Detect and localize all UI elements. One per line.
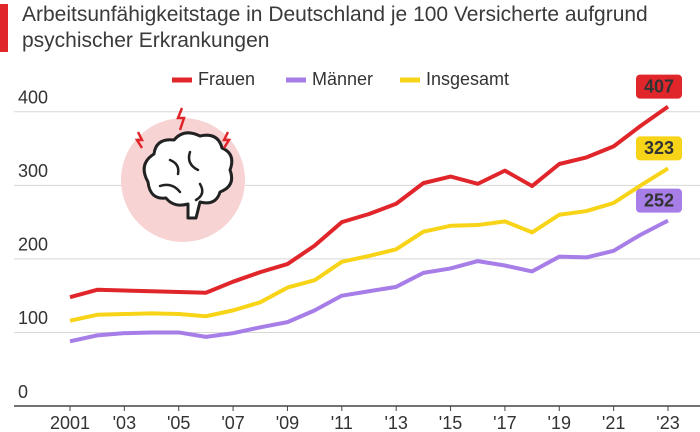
y-tick-label: 300 [18,161,48,181]
y-tick-label: 400 [18,88,48,108]
x-tick-label: '19 [548,413,571,432]
end-label: 323 [644,138,674,158]
x-tick-label: '11 [331,413,353,432]
chart-title: Arbeitsunfähigkeitstage in Deutschland j… [22,3,648,52]
x-tick-label: 2001 [50,413,90,432]
x-tick-label: '17 [493,413,516,432]
series-line [69,218,669,344]
x-tick-label: '07 [221,413,244,432]
legend-label: Männer [312,69,373,89]
series-line [69,104,670,300]
x-tick-label: '21 [602,413,625,432]
end-label-box [636,188,682,213]
end-label: 252 [644,190,674,210]
title-accent [0,4,8,52]
x-tick-label: '13 [384,413,407,432]
legend-label: Frauen [198,69,255,89]
end-label-box [636,74,682,99]
y-tick-label: 100 [18,308,48,328]
x-tick-label: '03 [113,413,136,432]
series-line [69,166,670,323]
y-tick-label: 200 [18,235,48,255]
x-tick-label: '23 [656,413,679,432]
y-tick-label: 0 [18,382,28,402]
x-tick-label: '09 [276,413,299,432]
x-tick-label: '05 [167,413,190,432]
end-label: 407 [644,76,674,96]
brain-icon [121,107,245,242]
legend-label: Insgesamt [426,69,509,89]
end-label-box [636,136,682,161]
x-tick-label: '15 [439,413,462,432]
